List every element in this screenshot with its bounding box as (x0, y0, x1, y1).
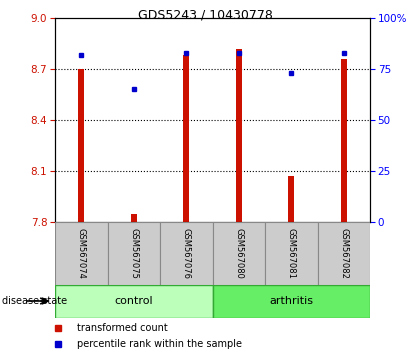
Bar (341, 59, 347, 222)
Bar (212, 285, 370, 318)
Bar (55, 222, 108, 285)
Bar (318, 222, 370, 285)
Bar (212, 222, 265, 285)
Text: GSM567081: GSM567081 (287, 228, 296, 279)
Bar (236, 48, 242, 222)
Bar (183, 55, 189, 222)
Bar (78, 69, 84, 222)
Text: disease state: disease state (2, 296, 67, 306)
Text: GSM567082: GSM567082 (339, 228, 348, 279)
Text: GSM567080: GSM567080 (234, 228, 243, 279)
Text: GSM567075: GSM567075 (129, 228, 138, 279)
Bar (288, 176, 294, 222)
Text: arthritis: arthritis (269, 297, 313, 307)
Bar (131, 213, 137, 222)
Bar (265, 222, 318, 285)
Text: control: control (114, 297, 153, 307)
Text: percentile rank within the sample: percentile rank within the sample (77, 339, 242, 349)
Bar (108, 222, 160, 285)
Text: GSM567074: GSM567074 (77, 228, 86, 279)
Text: GDS5243 / 10430778: GDS5243 / 10430778 (138, 9, 273, 22)
Text: transformed count: transformed count (77, 323, 168, 333)
Bar (55, 285, 212, 318)
Bar (160, 222, 212, 285)
Text: GSM567076: GSM567076 (182, 228, 191, 279)
